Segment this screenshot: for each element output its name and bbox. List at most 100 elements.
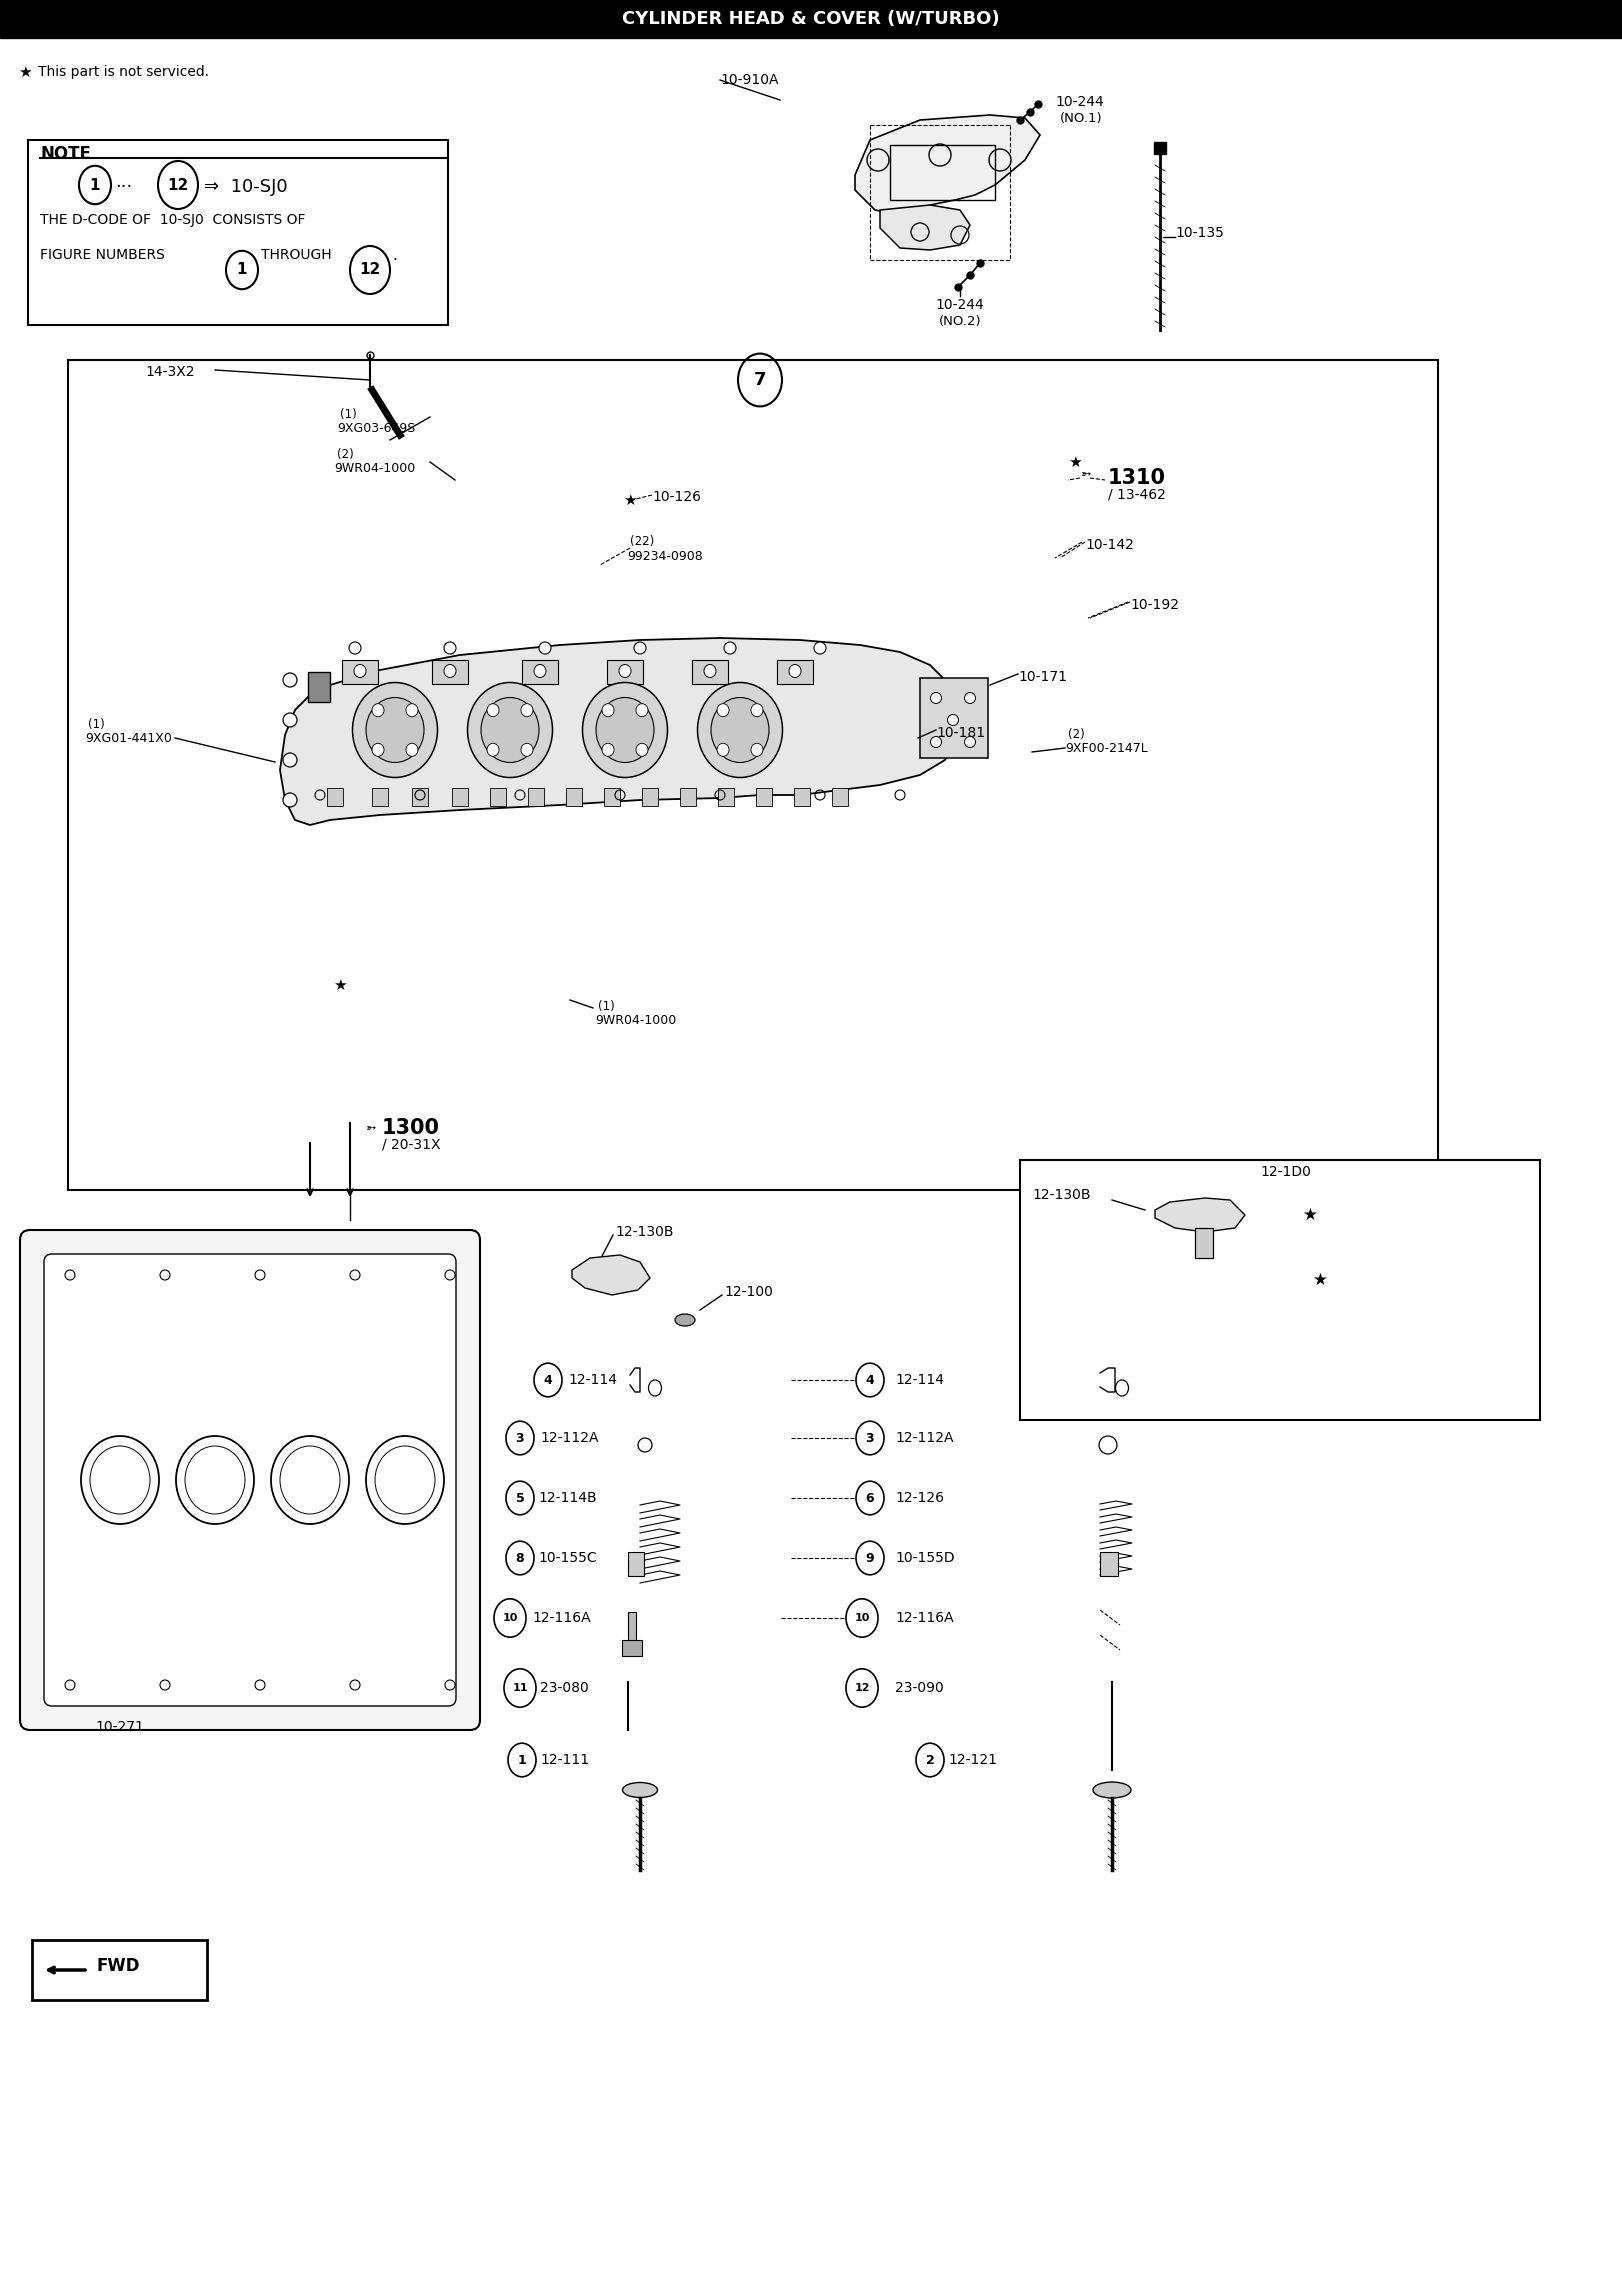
Text: 12-100: 12-100 xyxy=(723,1285,772,1298)
Bar xyxy=(68,360,1439,1189)
Bar xyxy=(1195,1228,1213,1257)
Bar xyxy=(328,788,342,806)
Text: 12-114: 12-114 xyxy=(895,1374,944,1387)
Bar xyxy=(603,788,620,806)
Text: 12-116A: 12-116A xyxy=(532,1611,590,1624)
Text: 9: 9 xyxy=(866,1551,874,1565)
Bar xyxy=(453,788,469,806)
Ellipse shape xyxy=(406,743,418,756)
Ellipse shape xyxy=(282,713,297,727)
Text: 12: 12 xyxy=(360,262,381,278)
Bar xyxy=(756,788,772,806)
Text: 9XG03-649S: 9XG03-649S xyxy=(337,421,415,435)
Bar xyxy=(32,1941,208,2000)
Text: 99234-0908: 99234-0908 xyxy=(628,549,702,563)
Polygon shape xyxy=(281,638,960,825)
Ellipse shape xyxy=(406,704,418,718)
Bar xyxy=(371,788,388,806)
Text: 1310: 1310 xyxy=(1108,467,1166,487)
Text: FIGURE NUMBERS: FIGURE NUMBERS xyxy=(41,248,169,262)
Text: 10-910A: 10-910A xyxy=(720,73,779,87)
Text: 1: 1 xyxy=(517,1754,527,1765)
Bar xyxy=(795,788,809,806)
Text: This part is not serviced.: This part is not serviced. xyxy=(37,66,209,80)
Text: FWD: FWD xyxy=(96,1957,139,1975)
Ellipse shape xyxy=(487,743,500,756)
Ellipse shape xyxy=(788,665,801,677)
Text: ···: ··· xyxy=(115,178,133,196)
Text: 10: 10 xyxy=(503,1613,517,1622)
Ellipse shape xyxy=(947,715,959,724)
Text: 7: 7 xyxy=(754,371,766,390)
Bar xyxy=(777,661,813,683)
Ellipse shape xyxy=(354,665,367,677)
Bar xyxy=(628,1551,644,1576)
Text: 10-155D: 10-155D xyxy=(895,1551,955,1565)
Text: 1: 1 xyxy=(237,262,247,278)
Text: 10-171: 10-171 xyxy=(1019,670,1067,683)
Text: ★: ★ xyxy=(623,492,637,508)
Text: / 13-462: / 13-462 xyxy=(1108,487,1166,501)
Ellipse shape xyxy=(367,1435,444,1524)
FancyBboxPatch shape xyxy=(19,1230,480,1729)
Text: 3: 3 xyxy=(516,1431,524,1444)
Text: 1: 1 xyxy=(89,178,101,194)
Ellipse shape xyxy=(582,683,668,777)
Ellipse shape xyxy=(482,697,539,763)
Text: 23-090: 23-090 xyxy=(895,1681,944,1695)
Bar xyxy=(642,788,659,806)
Ellipse shape xyxy=(521,743,534,756)
Bar xyxy=(28,139,448,326)
Text: (1): (1) xyxy=(88,718,105,731)
Text: 10: 10 xyxy=(855,1613,869,1622)
Text: 23-080: 23-080 xyxy=(540,1681,589,1695)
Text: 12: 12 xyxy=(855,1683,869,1693)
Text: 3: 3 xyxy=(866,1431,874,1444)
Bar xyxy=(920,679,988,759)
Text: (1): (1) xyxy=(599,1000,615,1014)
Text: 12-130B: 12-130B xyxy=(1032,1189,1090,1203)
Ellipse shape xyxy=(595,697,654,763)
Ellipse shape xyxy=(931,693,941,704)
Text: 10-142: 10-142 xyxy=(1085,538,1134,551)
Ellipse shape xyxy=(444,665,456,677)
Bar xyxy=(832,788,848,806)
Text: 9XF00-2147L: 9XF00-2147L xyxy=(1066,743,1148,754)
Polygon shape xyxy=(855,114,1040,214)
Text: CYLINDER HEAD & COVER (W/TURBO): CYLINDER HEAD & COVER (W/TURBO) xyxy=(623,9,999,27)
Text: ★: ★ xyxy=(1302,1205,1317,1223)
Ellipse shape xyxy=(371,704,384,718)
Text: THE D-CODE OF  10-SJ0  CONSISTS OF: THE D-CODE OF 10-SJ0 CONSISTS OF xyxy=(41,214,305,228)
Ellipse shape xyxy=(487,704,500,718)
Text: 12-111: 12-111 xyxy=(540,1754,589,1768)
Bar xyxy=(693,661,728,683)
Ellipse shape xyxy=(965,736,975,747)
Text: NOTE: NOTE xyxy=(41,146,91,164)
Text: (2): (2) xyxy=(1067,729,1085,740)
Text: 12-114B: 12-114B xyxy=(539,1492,597,1506)
Text: .: . xyxy=(393,248,397,262)
Bar xyxy=(628,1613,636,1642)
Text: 12-116A: 12-116A xyxy=(895,1611,954,1624)
Text: (NO.2): (NO.2) xyxy=(939,314,981,328)
Text: 5: 5 xyxy=(516,1492,524,1503)
Ellipse shape xyxy=(623,1781,657,1797)
Text: 10-181: 10-181 xyxy=(936,727,985,740)
Text: (1): (1) xyxy=(341,408,357,421)
Ellipse shape xyxy=(282,793,297,806)
Ellipse shape xyxy=(704,665,715,677)
Ellipse shape xyxy=(177,1435,255,1524)
Polygon shape xyxy=(1155,1198,1246,1232)
Ellipse shape xyxy=(81,1435,159,1524)
Ellipse shape xyxy=(521,704,534,718)
Text: 10-271: 10-271 xyxy=(96,1720,144,1734)
Bar xyxy=(566,788,582,806)
Ellipse shape xyxy=(636,704,647,718)
Bar xyxy=(431,661,469,683)
Ellipse shape xyxy=(539,642,551,654)
Text: ➳: ➳ xyxy=(365,1121,376,1134)
Text: 12-130B: 12-130B xyxy=(615,1226,673,1239)
Bar xyxy=(607,661,642,683)
Text: 2: 2 xyxy=(926,1754,934,1765)
Text: 10-192: 10-192 xyxy=(1131,599,1179,613)
